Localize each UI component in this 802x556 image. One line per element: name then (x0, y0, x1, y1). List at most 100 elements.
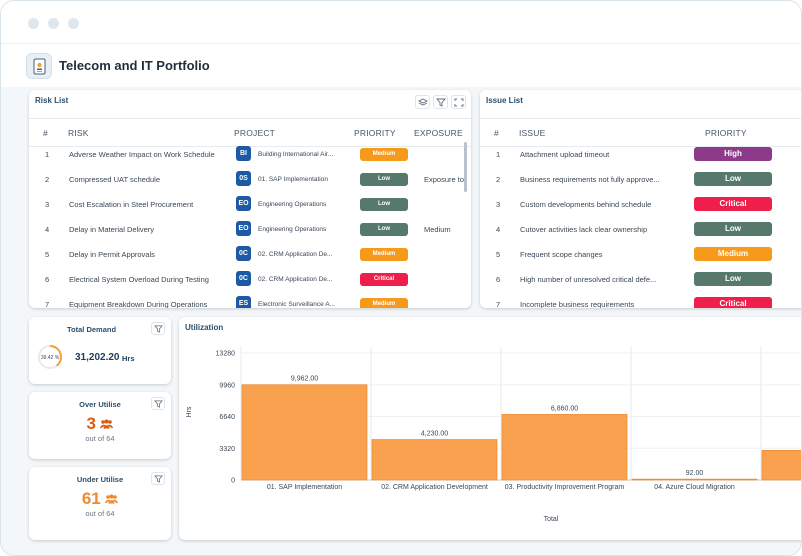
table-row[interactable]: 4 Cutover activities lack clear ownership… (480, 217, 801, 242)
issue-list-title: Issue List (486, 96, 523, 105)
priority-badge: Critical (694, 297, 772, 308)
total-demand-unit: Hrs (122, 354, 135, 363)
risk-list-title: Risk List (35, 96, 69, 105)
total-demand-card: Total Demand 39.42 % 31,202.20 Hrs (29, 317, 171, 384)
expand-icon[interactable] (451, 95, 466, 109)
issue-name[interactable]: Business requirements not fully approve.… (520, 175, 660, 184)
row-number: 2 (45, 175, 50, 184)
table-row[interactable]: 7 Equipment Breakdown During Operations ES… (29, 292, 471, 308)
table-row[interactable]: 2 Compressed UAT schedule 0S 01. SAP Implem… (29, 167, 471, 192)
col-priority[interactable]: PRIORITY (705, 128, 747, 138)
col-issue[interactable]: ISSUE (519, 128, 546, 138)
filter-icon[interactable] (151, 322, 165, 335)
row-number: 2 (496, 175, 501, 184)
filter-icon[interactable] (433, 95, 448, 109)
over-utilise-value-row: 3 (29, 414, 171, 434)
priority-badge: Low (694, 222, 772, 236)
risk-name[interactable]: Equipment Breakdown During Operations (69, 300, 208, 308)
risk-name[interactable]: Delay in Permit Approvals (69, 250, 155, 259)
col-project[interactable]: PROJECT (234, 128, 276, 138)
table-row[interactable]: 7 Incomplete business requirements Critica… (480, 292, 801, 308)
bar (501, 414, 628, 481)
project-name[interactable]: Engineering Operations (258, 201, 327, 208)
table-row[interactable]: 4 Delay in Material Delivery EO Engineering… (29, 217, 471, 242)
table-row[interactable]: 5 Delay in Permit Approvals 0C 02. CRM Appl… (29, 242, 471, 267)
row-number: 1 (496, 150, 501, 159)
issue-name[interactable]: Frequent scope changes (520, 250, 603, 259)
priority-badge: Medium (360, 248, 408, 261)
table-row[interactable]: 1 Adverse Weather Impact on Work Schedule… (29, 142, 471, 167)
demand-percent: 39.42 % (41, 355, 60, 361)
filter-icon[interactable] (151, 397, 165, 410)
priority-badge: Critical (360, 273, 408, 286)
row-number: 6 (45, 275, 50, 284)
project-name[interactable]: Electronic Surveillance A... (258, 301, 335, 308)
bar (241, 384, 368, 481)
col-exposure[interactable]: EXPOSURE (414, 128, 463, 138)
project-name[interactable]: 01. SAP Implementation (258, 176, 328, 183)
table-row[interactable]: 5 Frequent scope changes Medium (480, 242, 801, 267)
utilization-chart: 0 3320 6640 9960 13280 9,962.00 01. SAP Implem… (186, 347, 801, 523)
row-number: 5 (45, 250, 50, 259)
window-dot-maximize[interactable] (68, 18, 79, 29)
col-risk[interactable]: RISK (68, 128, 89, 138)
table-row[interactable]: 1 Attachment upload timeout High (480, 142, 801, 167)
priority-badge: Low (694, 272, 772, 286)
app-title: Telecom and IT Portfolio (59, 58, 210, 73)
risk-name[interactable]: Compressed UAT schedule (69, 175, 161, 184)
col-num[interactable]: # (494, 128, 499, 138)
row-number: 4 (496, 225, 501, 234)
risk-name[interactable]: Delay in Material Delivery (69, 225, 155, 234)
row-number: 1 (45, 150, 50, 159)
risk-scrollbar[interactable] (464, 142, 467, 192)
table-row[interactable]: 2 Business requirements not fully approve… (480, 167, 801, 192)
row-number: 7 (45, 300, 50, 308)
window-titlebar (1, 1, 801, 43)
table-row[interactable]: 3 Cost Escalation in Steel Procurement EO E… (29, 192, 471, 217)
issue-name[interactable]: Incomplete business requirements (520, 300, 635, 308)
project-badge: EO (236, 196, 251, 211)
risk-name[interactable]: Adverse Weather Impact on Work Schedule (69, 150, 215, 159)
project-name[interactable]: Building International Air... (258, 151, 334, 158)
filter-icon[interactable] (151, 472, 165, 485)
col-num[interactable]: # (43, 128, 48, 138)
project-name[interactable]: Engineering Operations (258, 226, 327, 233)
project-name[interactable]: 02. CRM Application De... (258, 276, 333, 283)
row-number: 5 (496, 250, 501, 259)
table-row[interactable]: 6 Electrical System Overload During Testi… (29, 267, 471, 292)
layers-icon[interactable] (415, 95, 430, 109)
issue-name[interactable]: Cutover activities lack clear ownership (520, 225, 648, 234)
people-icon (100, 419, 114, 429)
col-priority[interactable]: PRIORITY (354, 128, 396, 138)
issue-name[interactable]: High number of unresolved critical defe.… (520, 275, 657, 284)
under-utilise-value-row: 61 (29, 489, 171, 509)
window-dot-minimize[interactable] (48, 18, 59, 29)
x-tick-label: 01. SAP Implementation (267, 484, 342, 491)
risk-table-header: # RISK PROJECT PRIORITY EXPOSURE (29, 118, 471, 147)
project-badge: ES (236, 296, 251, 308)
project-name[interactable]: 02. CRM Application De... (258, 251, 333, 258)
people-icon (105, 494, 119, 504)
table-row[interactable]: 3 Custom developments behind schedule Crit… (480, 192, 801, 217)
row-number: 6 (496, 275, 501, 284)
over-utilise-sub: out of 64 (85, 434, 115, 443)
priority-badge: Critical (694, 197, 772, 211)
issue-name[interactable]: Custom developments behind schedule (520, 200, 652, 209)
row-number: 4 (45, 225, 50, 234)
window-dot-close[interactable] (28, 18, 39, 29)
table-row[interactable]: 6 High number of unresolved critical defe… (480, 267, 801, 292)
priority-badge: Low (360, 173, 408, 186)
row-number: 3 (496, 200, 501, 209)
issue-table-header: # ISSUE PRIORITY (480, 118, 801, 147)
issue-name[interactable]: Attachment upload timeout (520, 150, 610, 159)
priority-badge: Low (360, 198, 408, 211)
total-demand-value: 31,202.20 (75, 352, 120, 363)
x-tick-label: 04. Azure Cloud Migration (654, 484, 735, 491)
risk-name[interactable]: Cost Escalation in Steel Procurement (69, 200, 194, 209)
risk-name[interactable]: Electrical System Overload During Testin… (69, 275, 209, 284)
project-badge: EO (236, 221, 251, 236)
row-number: 7 (496, 300, 501, 308)
priority-badge: Low (360, 223, 408, 236)
row-number: 3 (45, 200, 50, 209)
